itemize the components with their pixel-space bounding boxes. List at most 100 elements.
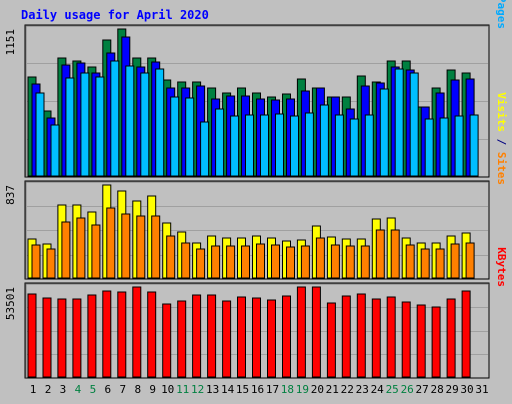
x-tick-day-11: 11 bbox=[176, 383, 189, 396]
bar-sites-day-2 bbox=[46, 248, 56, 279]
bar-kbytes-day-12 bbox=[192, 294, 202, 378]
x-tick-day-30: 30 bbox=[460, 383, 473, 396]
bar-sites-day-14 bbox=[226, 245, 236, 279]
x-tick-day-24: 24 bbox=[371, 383, 385, 396]
bar-sites-day-28 bbox=[435, 248, 445, 279]
bar-sites-day-17 bbox=[271, 244, 280, 279]
x-tick-day-19: 19 bbox=[296, 383, 309, 396]
bar-pages-day-29 bbox=[454, 115, 464, 177]
bar-sites-day-29 bbox=[450, 243, 460, 279]
bar-kbytes-day-15 bbox=[237, 296, 246, 378]
bar-kbytes-day-1 bbox=[27, 293, 37, 378]
bar-kbytes-day-17 bbox=[267, 299, 276, 378]
bar-kbytes-day-16 bbox=[252, 297, 261, 378]
bar-pages-day-25 bbox=[394, 68, 404, 177]
bar-pages-day-22 bbox=[349, 118, 359, 177]
bar-kbytes-day-3 bbox=[57, 298, 67, 378]
panel-hits: 1151 Hits / Files / Pages bbox=[4, 0, 508, 178]
bar-sites-day-15 bbox=[241, 245, 250, 279]
x-tick-day-25: 25 bbox=[386, 383, 399, 396]
bar-pages-day-12 bbox=[200, 121, 210, 177]
bar-sites-day-8 bbox=[136, 215, 146, 279]
bar-sites-day-13 bbox=[211, 245, 221, 279]
panel-kbytes-legend-part-1: KBytes bbox=[495, 247, 508, 287]
bar-kbytes-day-14 bbox=[222, 300, 232, 378]
bar-kbytes-day-28 bbox=[431, 306, 441, 378]
bar-pages-day-13 bbox=[215, 108, 225, 177]
panel-hits-max-label: 1151 bbox=[4, 29, 17, 56]
bar-kbytes-day-21 bbox=[326, 302, 336, 378]
bar-kbytes-day-5 bbox=[87, 294, 97, 378]
x-tick-day-21: 21 bbox=[326, 383, 339, 396]
bar-sites-day-21 bbox=[330, 244, 340, 279]
panel-hits-legend-part-1: Pages bbox=[495, 0, 508, 29]
bar-sites-day-12 bbox=[196, 248, 206, 279]
bar-sites-day-22 bbox=[345, 245, 355, 279]
bar-kbytes-day-27 bbox=[416, 304, 426, 378]
bar-kbytes-day-4 bbox=[72, 298, 82, 378]
x-tick-day-29: 29 bbox=[445, 383, 458, 396]
series-sites bbox=[31, 207, 475, 279]
bar-sites-day-19 bbox=[300, 245, 310, 279]
bar-sites-day-11 bbox=[181, 242, 191, 279]
x-tick-day-23: 23 bbox=[356, 383, 369, 396]
x-tick-day-16: 16 bbox=[251, 383, 264, 396]
bar-sites-day-30 bbox=[465, 242, 475, 279]
bar-sites-day-6 bbox=[106, 207, 116, 279]
x-tick-day-14: 14 bbox=[221, 383, 235, 396]
panel-visits-max-label: 837 bbox=[4, 185, 17, 205]
bar-kbytes-day-26 bbox=[401, 301, 411, 378]
bar-pages-day-2 bbox=[50, 124, 60, 177]
x-tick-day-22: 22 bbox=[341, 383, 354, 396]
x-tick-day-3: 3 bbox=[60, 383, 67, 396]
bar-sites-day-25 bbox=[390, 229, 400, 279]
bar-sites-day-18 bbox=[286, 246, 295, 279]
bar-pages-day-6 bbox=[110, 60, 120, 177]
bar-sites-day-20 bbox=[315, 237, 325, 279]
bar-pages-day-5 bbox=[95, 76, 105, 177]
bar-pages-day-19 bbox=[304, 112, 314, 177]
x-tick-day-18: 18 bbox=[281, 383, 294, 396]
bar-pages-day-11 bbox=[185, 97, 195, 177]
bar-sites-day-9 bbox=[151, 215, 161, 279]
bar-pages-day-10 bbox=[170, 96, 180, 177]
x-tick-day-10: 10 bbox=[161, 383, 174, 396]
x-tick-day-17: 17 bbox=[266, 383, 279, 396]
x-tick-day-2: 2 bbox=[45, 383, 52, 396]
bar-sites-day-7 bbox=[121, 213, 131, 279]
x-tick-day-20: 20 bbox=[311, 383, 324, 396]
x-tick-day-12: 12 bbox=[191, 383, 204, 396]
x-tick-day-7: 7 bbox=[119, 383, 126, 396]
x-tick-day-9: 9 bbox=[149, 383, 156, 396]
bar-sites-day-3 bbox=[61, 221, 71, 279]
bar-sites-day-23 bbox=[360, 245, 370, 279]
bar-kbytes-day-29 bbox=[446, 298, 456, 378]
bar-kbytes-day-6 bbox=[102, 290, 112, 378]
x-tick-day-8: 8 bbox=[134, 383, 141, 396]
bar-pages-day-8 bbox=[140, 72, 150, 177]
bar-pages-day-16 bbox=[260, 114, 269, 177]
panel-kbytes-max-label: 53501 bbox=[4, 287, 17, 320]
bar-kbytes-day-18 bbox=[282, 295, 291, 378]
panel-kbytes: 53501 KBytes bbox=[4, 247, 508, 379]
bar-pages-day-20 bbox=[319, 104, 329, 177]
x-tick-day-27: 27 bbox=[415, 383, 428, 396]
bar-kbytes-day-23 bbox=[356, 293, 366, 378]
x-tick-day-1: 1 bbox=[30, 383, 37, 396]
bar-kbytes-day-7 bbox=[117, 291, 127, 378]
bar-pages-day-7 bbox=[125, 65, 135, 177]
bar-kbytes-day-19 bbox=[296, 286, 306, 378]
bar-kbytes-day-11 bbox=[177, 300, 187, 378]
bar-pages-day-3 bbox=[65, 77, 75, 177]
x-tick-day-15: 15 bbox=[236, 383, 249, 396]
bar-kbytes-day-13 bbox=[207, 294, 217, 378]
bar-kbytes-day-10 bbox=[162, 303, 172, 378]
x-tick-day-5: 5 bbox=[90, 383, 97, 396]
bar-pages-day-1 bbox=[35, 92, 45, 177]
bar-sites-day-4 bbox=[76, 217, 86, 279]
bar-kbytes-day-24 bbox=[371, 298, 381, 378]
bar-pages-day-18 bbox=[290, 115, 299, 177]
panel-kbytes-frame bbox=[24, 282, 490, 379]
